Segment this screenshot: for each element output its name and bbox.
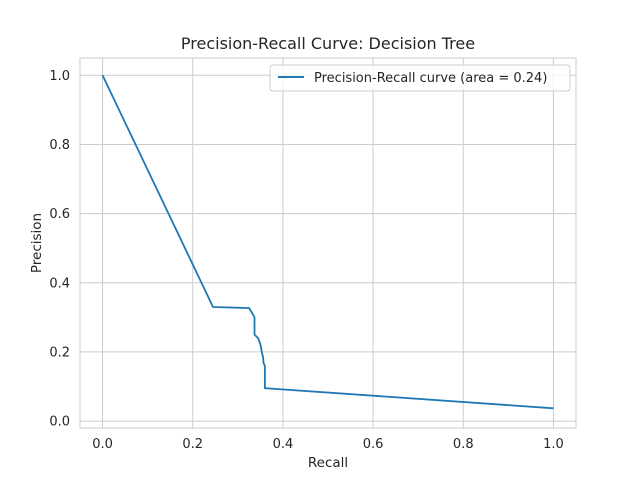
y-axis-label: Precision <box>29 213 45 273</box>
y-tick-label: 0.2 <box>49 345 70 360</box>
x-tick-label: 0.6 <box>363 437 384 452</box>
legend-box <box>269 64 571 92</box>
chart-title: Precision-Recall Curve: Decision Tree <box>181 34 475 53</box>
legend: Precision-Recall curve (area = 0.24) <box>269 64 571 92</box>
x-tick-label: 0.8 <box>453 437 474 452</box>
series-lines <box>101 74 554 410</box>
y-tick-label: 0.8 <box>49 138 70 153</box>
plot-border <box>79 57 577 429</box>
y-tick-labels: 0.0 0.2 0.4 0.6 0.8 1.0 <box>49 69 70 430</box>
y-tick-label: 0.4 <box>49 276 70 291</box>
grid-lines <box>80 58 576 428</box>
x-tick-label: 1.0 <box>543 437 564 452</box>
y-tick-label: 0.6 <box>49 207 70 222</box>
x-tick-labels: 0.0 0.2 0.4 0.6 0.8 1.0 <box>92 437 564 452</box>
x-tick-label: 0.2 <box>182 437 203 452</box>
y-tick-label: 0.0 <box>49 415 70 430</box>
x-tick-label: 0.0 <box>92 437 113 452</box>
plot-background <box>80 58 576 428</box>
y-tick-label: 1.0 <box>49 69 70 84</box>
series-line <box>101 74 554 410</box>
legend-label: Precision-Recall curve (area = 0.24) <box>314 71 547 86</box>
x-axis-label: Recall <box>308 455 348 471</box>
x-tick-label: 0.4 <box>273 437 294 452</box>
